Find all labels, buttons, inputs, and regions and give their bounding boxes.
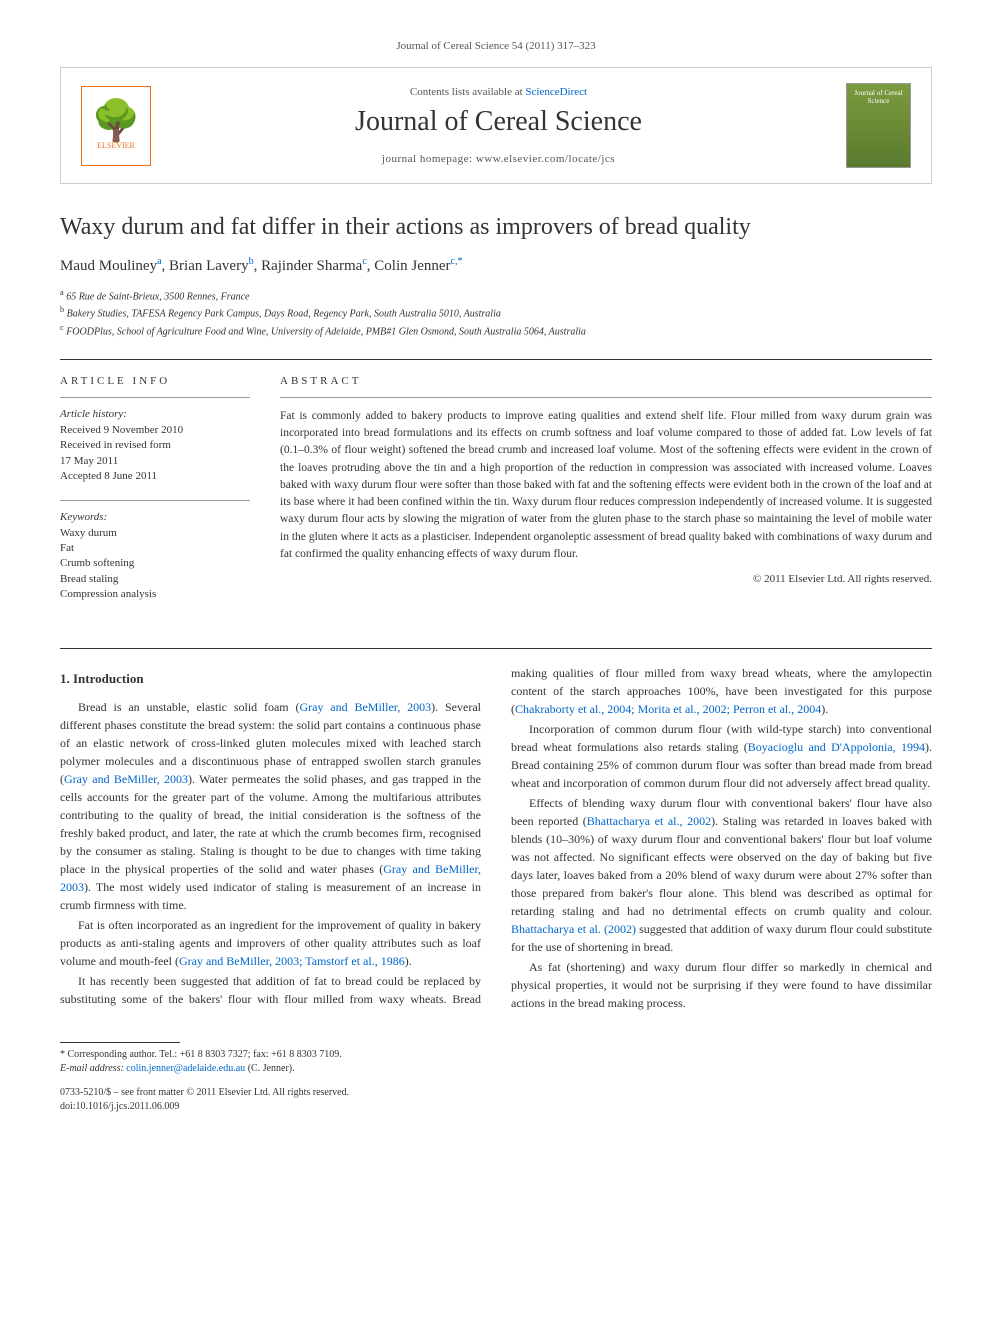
- corresponding-author: * Corresponding author. Tel.: +61 8 8303…: [60, 1048, 932, 1062]
- citation-link[interactable]: Gray and BeMiller, 2003: [64, 772, 188, 786]
- abstract-column: ABSTRACT Fat is commonly added to bakery…: [280, 375, 932, 618]
- email-link[interactable]: colin.jenner@adelaide.edu.au: [126, 1063, 245, 1074]
- citation-link[interactable]: Boyacioglu and D'Appolonia, 1994: [748, 740, 925, 754]
- revised-label: Received in revised form: [60, 438, 250, 453]
- journal-cover-thumbnail: Journal of Cereal Science: [846, 83, 911, 168]
- footer-rule: [60, 1042, 180, 1043]
- keywords-label: Keywords:: [60, 511, 250, 523]
- received-date: Received 9 November 2010: [60, 423, 250, 438]
- author-1: Maud Mouliney: [60, 258, 157, 274]
- p1-text-a: Bread is an unstable, elastic solid foam…: [78, 700, 299, 714]
- keyword-2: Fat: [60, 541, 250, 556]
- section-1-heading: 1. Introduction: [60, 669, 481, 689]
- keyword-5: Compression analysis: [60, 587, 250, 602]
- paragraph-1: Bread is an unstable, elastic solid foam…: [60, 698, 481, 914]
- info-rule: [60, 397, 250, 398]
- section-rule: [60, 648, 932, 649]
- corresp-label: * Corresponding author. Tel.: +61 8 8303…: [60, 1049, 342, 1060]
- journal-name: Journal of Cereal Science: [151, 106, 846, 138]
- contents-available-line: Contents lists available at ScienceDirec…: [151, 86, 846, 98]
- abstract-heading: ABSTRACT: [280, 375, 932, 387]
- paragraph-2: Fat is often incorporated as an ingredie…: [60, 916, 481, 970]
- abstract-copyright: © 2011 Elsevier Ltd. All rights reserved…: [280, 573, 932, 585]
- citation-link[interactable]: Bhattacharya et al. (2002): [511, 922, 636, 936]
- keyword-1: Waxy durum: [60, 526, 250, 541]
- affiliations-block: a 65 Rue de Saint-Brieux, 3500 Rennes, F…: [60, 287, 932, 339]
- p2-text-b: ).: [405, 954, 412, 968]
- affiliation-b: Bakery Studies, TAFESA Regency Park Camp…: [67, 309, 501, 320]
- homepage-url[interactable]: www.elsevier.com/locate/jcs: [476, 153, 615, 165]
- p1-text-c: ). Water permeates the solid phases, and…: [60, 772, 481, 876]
- article-info-sidebar: ARTICLE INFO Article history: Received 9…: [60, 375, 250, 618]
- article-history-label: Article history:: [60, 408, 250, 420]
- email-person: (C. Jenner).: [248, 1063, 295, 1074]
- author-3: Rajinder Sharma: [261, 258, 362, 274]
- author-4-affiliation: c,*: [451, 256, 463, 267]
- citation-link[interactable]: Bhattacharya et al., 2002: [587, 814, 711, 828]
- citation-link[interactable]: Gray and BeMiller, 2003: [299, 700, 431, 714]
- author-2-affiliation: b: [249, 256, 254, 267]
- article-title: Waxy durum and fat differ in their actio…: [60, 214, 932, 241]
- homepage-line: journal homepage: www.elsevier.com/locat…: [151, 153, 846, 165]
- doi-line: doi:10.1016/j.jcs.2011.06.009: [60, 1100, 932, 1114]
- keyword-4: Bread staling: [60, 572, 250, 587]
- revised-date: 17 May 2011: [60, 454, 250, 469]
- abstract-rule: [280, 397, 932, 398]
- paragraph-6: As fat (shortening) and waxy durum flour…: [511, 958, 932, 1012]
- author-1-affiliation: a: [157, 256, 161, 267]
- affiliation-a: 65 Rue de Saint-Brieux, 3500 Rennes, Fra…: [66, 291, 249, 302]
- footer-block: * Corresponding author. Tel.: +61 8 8303…: [60, 1042, 932, 1114]
- p3-text-b: ).: [821, 702, 828, 716]
- elsevier-logo: 🌳 ELSEVIER: [81, 86, 151, 166]
- author-4: Colin Jenner: [374, 258, 450, 274]
- paragraph-4: Incorporation of common durum flour (wit…: [511, 720, 932, 792]
- abstract-text: Fat is commonly added to bakery products…: [280, 408, 932, 563]
- info-rule: [60, 500, 250, 501]
- keyword-3: Crumb softening: [60, 556, 250, 571]
- accepted-date: Accepted 8 June 2011: [60, 469, 250, 484]
- issn-line: 0733-5210/$ – see front matter © 2011 El…: [60, 1086, 932, 1100]
- article-body: 1. Introduction Bread is an unstable, el…: [60, 664, 932, 1012]
- homepage-prefix: journal homepage:: [382, 153, 476, 165]
- p5-text-b: ). Staling was retarded in loaves baked …: [511, 814, 932, 918]
- paragraph-5: Effects of blending waxy durum flour wit…: [511, 794, 932, 956]
- author-2: Brian Lavery: [169, 258, 249, 274]
- sciencedirect-link[interactable]: ScienceDirect: [525, 86, 587, 98]
- email-label: E-mail address:: [60, 1063, 124, 1074]
- section-rule: [60, 359, 932, 360]
- cover-title: Journal of Cereal Science: [852, 89, 905, 106]
- journal-header: 🌳 ELSEVIER Contents lists available at S…: [60, 67, 932, 184]
- author-3-affiliation: c: [362, 256, 366, 267]
- contents-prefix: Contents lists available at: [410, 86, 525, 98]
- citation-link[interactable]: Gray and BeMiller, 2003; Tamstorf et al.…: [179, 954, 405, 968]
- affiliation-c: FOODPlus, School of Agriculture Food and…: [66, 326, 586, 337]
- publisher-name: ELSEVIER: [97, 141, 135, 150]
- citation-link[interactable]: Chakraborty et al., 2004; Morita et al.,…: [515, 702, 821, 716]
- article-info-heading: ARTICLE INFO: [60, 375, 250, 387]
- author-list: Maud Moulineya, Brian Laveryb, Rajinder …: [60, 256, 932, 275]
- citation-line: Journal of Cereal Science 54 (2011) 317–…: [60, 40, 932, 52]
- p1-text-d: ). The most widely used indicator of sta…: [60, 880, 481, 912]
